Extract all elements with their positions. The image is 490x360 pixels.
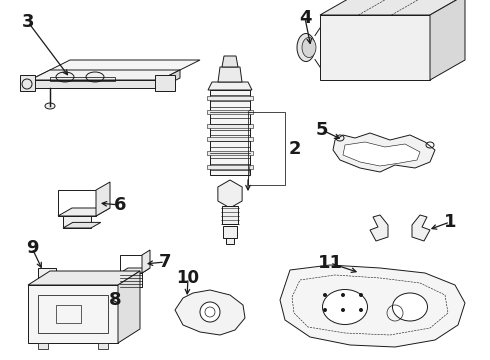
Text: 1: 1 [444, 213, 456, 231]
Bar [226, 238, 234, 244]
Polygon shape [96, 182, 110, 216]
Bar [207, 123, 253, 127]
Text: 9: 9 [26, 239, 38, 257]
Polygon shape [333, 133, 435, 172]
Polygon shape [208, 82, 252, 90]
Ellipse shape [297, 33, 315, 62]
Circle shape [341, 308, 345, 312]
Ellipse shape [302, 37, 316, 58]
Polygon shape [120, 268, 150, 273]
Text: 10: 10 [176, 269, 199, 287]
Polygon shape [430, 0, 465, 80]
Bar [50, 77, 115, 81]
Text: 6: 6 [114, 196, 126, 214]
Text: 8: 8 [109, 291, 122, 309]
Polygon shape [160, 70, 180, 88]
Ellipse shape [45, 103, 55, 109]
Bar [38, 343, 48, 349]
Text: 2: 2 [289, 139, 301, 158]
Text: 3: 3 [22, 13, 34, 31]
Circle shape [323, 293, 327, 297]
Polygon shape [320, 0, 465, 15]
Bar [248, 112, 285, 185]
Polygon shape [155, 75, 175, 91]
Polygon shape [20, 75, 35, 91]
Polygon shape [343, 142, 420, 166]
Polygon shape [118, 271, 140, 343]
Bar [222, 206, 238, 224]
Polygon shape [222, 56, 238, 67]
Text: 7: 7 [159, 253, 171, 271]
Text: 5: 5 [316, 121, 328, 139]
Polygon shape [218, 180, 242, 208]
Polygon shape [320, 15, 430, 80]
Polygon shape [30, 60, 200, 80]
Polygon shape [218, 67, 242, 82]
Polygon shape [412, 215, 430, 241]
Polygon shape [63, 216, 91, 228]
Bar [98, 343, 108, 349]
Polygon shape [370, 215, 388, 241]
Polygon shape [30, 80, 160, 88]
Circle shape [359, 293, 363, 297]
Circle shape [341, 293, 345, 297]
Polygon shape [58, 208, 110, 216]
Bar [207, 96, 253, 100]
Bar [207, 151, 253, 155]
Bar [56, 305, 81, 323]
Polygon shape [30, 70, 180, 80]
Polygon shape [28, 271, 140, 285]
Polygon shape [142, 250, 150, 273]
Polygon shape [280, 265, 465, 347]
Bar [207, 138, 253, 141]
Bar [207, 165, 253, 169]
Circle shape [359, 308, 363, 312]
Circle shape [323, 308, 327, 312]
Ellipse shape [392, 293, 427, 321]
Circle shape [200, 302, 220, 322]
Text: 11: 11 [318, 254, 343, 272]
Bar [38, 295, 108, 333]
Polygon shape [28, 285, 118, 343]
Polygon shape [63, 222, 101, 228]
Ellipse shape [322, 289, 368, 324]
Bar [223, 226, 237, 238]
Bar [210, 90, 250, 175]
Text: 4: 4 [299, 9, 311, 27]
Bar [207, 110, 253, 114]
Polygon shape [38, 268, 56, 290]
Bar [120, 273, 142, 287]
Polygon shape [175, 290, 245, 335]
